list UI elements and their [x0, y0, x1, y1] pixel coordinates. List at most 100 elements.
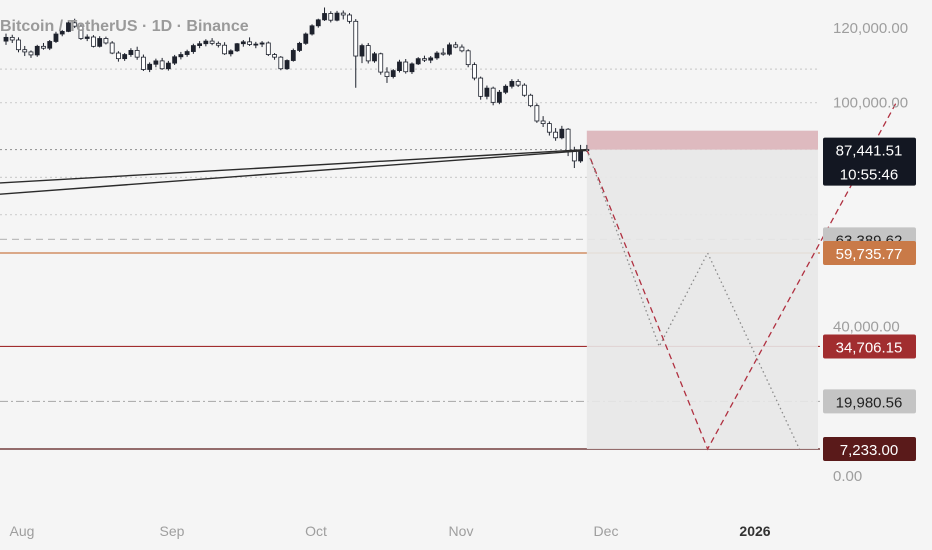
- candle-body-7: [47, 41, 53, 49]
- price-badge-label-5: 7,233.00: [840, 442, 898, 459]
- candle-body-21: [134, 50, 140, 58]
- candle-body-90: [565, 128, 571, 153]
- candle-body-86: [540, 120, 546, 125]
- x-tick-label-4: Dec: [594, 523, 619, 539]
- candle-body-84: [528, 94, 534, 107]
- candle-body-0: [3, 36, 9, 42]
- price-badge-2: [823, 241, 916, 266]
- candle-body-18: [116, 52, 121, 60]
- candle-body-3: [22, 49, 28, 53]
- candle-body-43: [272, 54, 277, 58]
- chart-title: Bitcoin / TetherUS · 1D · Binance: [0, 18, 249, 35]
- candle-body-49: [309, 25, 315, 35]
- candle-body-89: [559, 128, 565, 139]
- candle-body-69: [434, 52, 440, 59]
- candle-body-40: [253, 43, 259, 46]
- candle-body-80: [503, 85, 509, 93]
- candle-body-38: [240, 41, 246, 45]
- candle-body-53: [334, 12, 340, 21]
- candle-body-66: [415, 58, 421, 65]
- candle-body-68: [428, 57, 434, 61]
- candle-body-79: [497, 91, 502, 103]
- price-badge-label-0: 87,441.51: [836, 143, 903, 160]
- candle-body-55: [347, 14, 352, 22]
- candle-body-56: [353, 20, 359, 57]
- price-badge-label-3: 34,706.15: [836, 339, 903, 356]
- price-badge-4: [823, 389, 916, 414]
- candle-body-47: [297, 42, 302, 51]
- y-axis: 120,000.00 100,000.00 40,000.00 0.00: [833, 20, 908, 485]
- candle-body-26: [165, 62, 171, 70]
- candle-body-51: [322, 13, 327, 21]
- x-axis: Aug Sep Oct Nov Dec 2026: [10, 523, 771, 539]
- price-badge-3: [823, 334, 916, 359]
- candle-body-12: [78, 25, 84, 39]
- candle-body-82: [515, 81, 521, 86]
- price-badge-countdown-0: 10:55:46: [840, 167, 898, 184]
- y-tick-label-0: 120,000.00: [833, 20, 908, 37]
- candle-body-60: [378, 53, 384, 73]
- trend-line-1: [0, 149, 587, 195]
- candle-body-23: [147, 63, 153, 70]
- price-badge-5: [823, 436, 916, 461]
- candle-body-72: [453, 44, 459, 48]
- x-tick-label-5: 2026: [739, 523, 770, 539]
- x-tick-label-3: Nov: [449, 523, 474, 539]
- projection-zone: [586, 130, 818, 449]
- candle-body-44: [278, 56, 284, 70]
- candle-body-41: [259, 42, 265, 45]
- candle-body-17: [109, 42, 115, 54]
- candle-body-50: [315, 19, 321, 27]
- candle-body-35: [222, 44, 227, 55]
- candle-body-32: [203, 40, 209, 45]
- candle-body-77: [484, 87, 490, 97]
- candle-body-46: [290, 50, 296, 61]
- candle-body-22: [141, 56, 146, 70]
- candle-body-9: [59, 30, 65, 35]
- candle-body-71: [447, 44, 452, 55]
- candle-body-75: [472, 64, 477, 79]
- candle-body-20: [128, 50, 134, 55]
- projection-path-1: [586, 149, 800, 450]
- candle-body-29: [184, 51, 190, 55]
- candle-body-11: [72, 22, 78, 27]
- x-tick-label-0: Aug: [10, 523, 35, 539]
- candle-body-15: [97, 38, 103, 47]
- candle-body-63: [397, 61, 402, 71]
- candle-body-87: [546, 123, 552, 133]
- candle-body-24: [153, 60, 159, 65]
- y-tick-label-2: 40,000.00: [833, 319, 900, 336]
- projection-stop-band: [586, 130, 818, 150]
- candle-body-85: [534, 105, 540, 122]
- candle-body-67: [422, 58, 427, 61]
- candle-body-33: [209, 40, 215, 44]
- price-badge-label-2: 59,735.77: [836, 246, 903, 263]
- price-badges: 87,441.5110:55:4663,389.6259,735.7734,70…: [823, 137, 916, 461]
- candle-body-59: [372, 53, 377, 62]
- candle-body-52: [328, 13, 334, 21]
- projection-target-area: [586, 130, 818, 449]
- candle-body-45: [284, 60, 290, 70]
- x-tick-label-1: Sep: [160, 523, 185, 539]
- candle-body-25: [159, 60, 165, 70]
- candle-body-64: [403, 61, 409, 73]
- candle-body-73: [459, 46, 465, 52]
- candle-body-6: [41, 45, 46, 49]
- candle-body-54: [340, 12, 346, 16]
- candle-body-76: [478, 77, 484, 97]
- candle-body-65: [409, 63, 415, 73]
- candle-body-81: [509, 81, 515, 87]
- candle-body-78: [490, 87, 496, 103]
- candle-body-42: [265, 42, 271, 55]
- candle-body-31: [197, 43, 203, 46]
- candle-body-37: [234, 43, 240, 52]
- candle-body-8: [53, 33, 59, 42]
- candle-body-61: [384, 71, 390, 77]
- candle-body-28: [178, 54, 184, 58]
- candle-body-57: [359, 45, 365, 57]
- candle-body-27: [172, 56, 178, 64]
- candle-body-92: [578, 150, 583, 162]
- candle-body-70: [440, 52, 446, 55]
- candle-body-1: [9, 36, 15, 41]
